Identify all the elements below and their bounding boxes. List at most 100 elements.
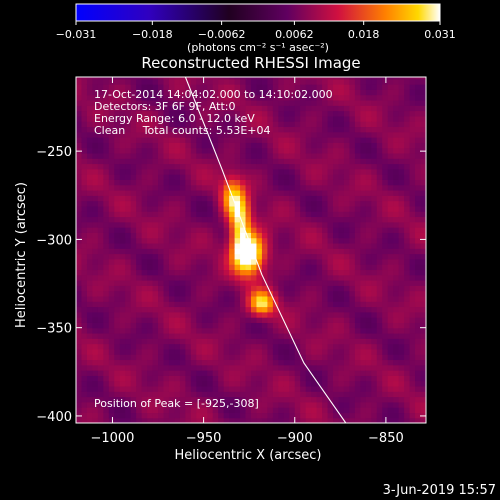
heatmap-cell bbox=[404, 380, 411, 387]
heatmap-cell bbox=[311, 84, 318, 90]
heatmap-cell bbox=[382, 285, 389, 292]
heatmap-cell bbox=[103, 253, 110, 260]
heatmap-cell bbox=[229, 94, 236, 101]
heatmap-cell bbox=[141, 216, 148, 223]
heatmap-cell bbox=[371, 89, 378, 96]
heatmap-cell bbox=[168, 306, 176, 313]
heatmap-cell bbox=[354, 211, 361, 218]
heatmap-cell bbox=[267, 121, 274, 128]
heatmap-cell bbox=[218, 242, 225, 249]
heatmap-cell bbox=[190, 327, 197, 334]
heatmap-cell bbox=[283, 285, 290, 292]
heatmap-cell bbox=[415, 370, 422, 376]
heatmap-cell bbox=[278, 380, 285, 387]
heatmap-cell bbox=[322, 274, 329, 281]
heatmap-cell bbox=[376, 280, 383, 286]
heatmap-cell bbox=[130, 200, 137, 207]
heatmap-cell bbox=[114, 89, 121, 96]
heatmap-cell bbox=[409, 200, 416, 207]
heatmap-cell bbox=[256, 327, 263, 334]
heatmap-cell bbox=[108, 295, 115, 302]
heatmap-cell bbox=[76, 237, 83, 244]
heatmap-cell bbox=[81, 77, 88, 80]
heatmap-cell bbox=[174, 89, 181, 96]
heatmap-cell bbox=[404, 280, 411, 286]
heatmap-cell bbox=[360, 131, 367, 138]
heatmap-cell bbox=[234, 189, 241, 196]
heatmap-cell bbox=[86, 94, 94, 101]
heatmap-cell bbox=[103, 385, 110, 392]
heatmap-cell bbox=[86, 301, 94, 308]
heatmap-cell bbox=[119, 174, 126, 180]
heatmap-cell bbox=[119, 179, 126, 186]
heatmap-cell bbox=[327, 332, 334, 339]
heatmap-cell bbox=[322, 322, 329, 329]
heatmap-cell bbox=[404, 253, 411, 260]
heatmap-cell bbox=[365, 77, 372, 80]
heatmap-cell bbox=[97, 89, 104, 96]
heatmap-cell bbox=[179, 385, 186, 392]
heatmap-cell bbox=[404, 242, 411, 249]
heatmap-cell bbox=[163, 354, 170, 361]
heatmap-cell bbox=[136, 396, 143, 403]
heatmap-cell bbox=[316, 99, 323, 106]
heatmap-cell bbox=[108, 274, 115, 281]
heatmap-cell bbox=[327, 89, 334, 96]
heatmap-cell bbox=[251, 78, 258, 85]
heatmap-cell bbox=[404, 211, 411, 218]
heatmap-cell bbox=[163, 105, 170, 112]
heatmap-cell bbox=[125, 290, 132, 297]
heatmap-cell bbox=[272, 168, 279, 175]
heatmap-cell bbox=[338, 327, 345, 334]
heatmap-cell bbox=[404, 216, 411, 223]
heatmap-cell bbox=[376, 211, 383, 218]
heatmap-cell bbox=[393, 152, 400, 159]
heatmap-cell bbox=[349, 94, 356, 101]
heatmap-cell bbox=[311, 94, 318, 101]
heatmap-cell bbox=[141, 253, 148, 260]
heatmap-cell bbox=[272, 189, 279, 196]
heatmap-cell bbox=[119, 327, 126, 334]
heatmap-cell bbox=[382, 370, 389, 376]
heatmap-cell bbox=[354, 179, 361, 186]
heatmap-cell bbox=[223, 391, 230, 398]
heatmap-cell bbox=[190, 311, 197, 318]
heatmap-cell bbox=[333, 391, 340, 398]
heatmap-cell bbox=[300, 142, 307, 149]
heatmap-cell bbox=[141, 179, 148, 186]
heatmap-cell bbox=[311, 332, 318, 339]
heatmap-cell bbox=[327, 94, 334, 101]
heatmap-cell bbox=[196, 396, 203, 403]
heatmap-cell bbox=[267, 110, 274, 117]
heatmap-cell bbox=[251, 375, 258, 382]
heatmap-cell bbox=[97, 396, 104, 403]
heatmap-cell bbox=[240, 253, 247, 260]
heatmap-cell bbox=[125, 269, 132, 276]
heatmap-cell bbox=[158, 412, 165, 419]
heatmap-cell bbox=[382, 110, 389, 117]
heatmap-cell bbox=[272, 274, 279, 281]
heatmap-cell bbox=[234, 174, 241, 180]
heatmap-cell bbox=[338, 306, 345, 313]
info-line-energy: Energy Range: 6.0 - 12.0 keV bbox=[94, 112, 255, 125]
heatmap-cell bbox=[354, 401, 361, 408]
heatmap-cell bbox=[283, 391, 290, 398]
heatmap-cell bbox=[360, 359, 367, 366]
heatmap-cell bbox=[81, 131, 88, 138]
heatmap-cell bbox=[229, 327, 236, 334]
heatmap-cell bbox=[245, 242, 252, 249]
heatmap-cell bbox=[108, 126, 115, 133]
heatmap-cell bbox=[108, 290, 115, 297]
heatmap-cell bbox=[261, 322, 269, 329]
heatmap-cell bbox=[278, 396, 285, 403]
heatmap-cell bbox=[190, 301, 197, 308]
heatmap-cell bbox=[289, 211, 296, 218]
heatmap-cell bbox=[86, 227, 94, 233]
heatmap-cell bbox=[333, 322, 340, 329]
heatmap-cell bbox=[125, 301, 132, 308]
heatmap-cell bbox=[387, 158, 394, 165]
heatmap-cell bbox=[278, 158, 285, 165]
heatmap-cell bbox=[190, 131, 197, 138]
heatmap-cell bbox=[261, 195, 269, 202]
heatmap-cell bbox=[256, 338, 263, 345]
